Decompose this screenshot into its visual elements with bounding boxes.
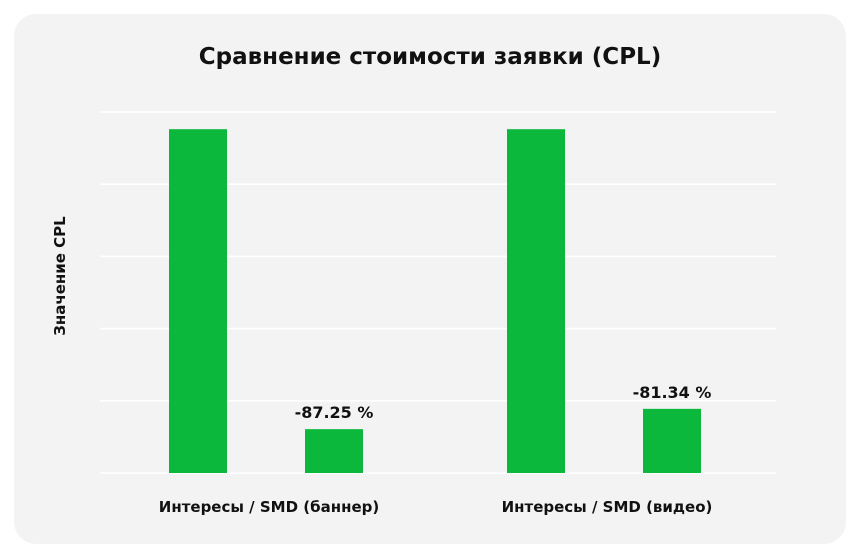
data-label: -81.34 % <box>633 383 712 402</box>
chart-card <box>14 14 846 544</box>
x-tick-label: Интересы / SMD (видео) <box>502 498 713 516</box>
chart-title: Сравнение стоимости заявки (CPL) <box>198 44 662 70</box>
bar <box>643 408 701 473</box>
bar <box>169 129 227 473</box>
x-tick-label: Интересы / SMD (баннер) <box>159 498 379 516</box>
data-label: -87.25 % <box>295 403 374 422</box>
bar <box>305 429 363 473</box>
bar <box>507 129 565 473</box>
